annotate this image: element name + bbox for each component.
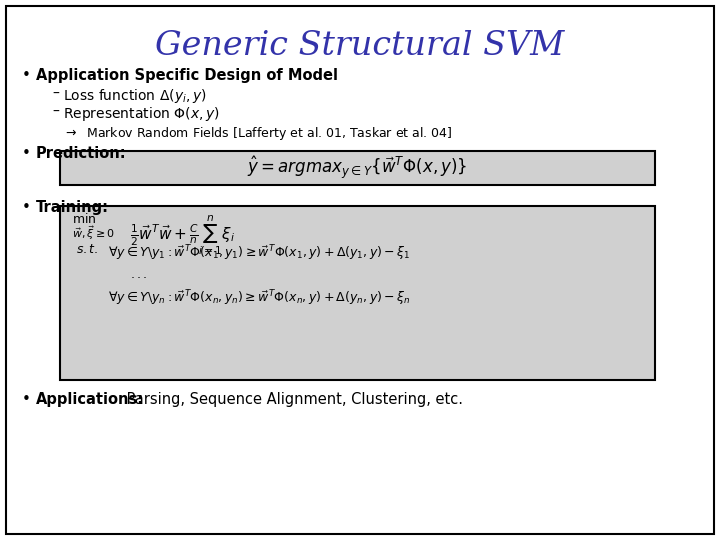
Text: $\vec{w},\vec{\xi}\geq 0$: $\vec{w},\vec{\xi}\geq 0$ <box>72 224 115 242</box>
Text: •: • <box>22 200 31 215</box>
Bar <box>60 151 655 185</box>
Text: Loss function $\Delta(y_i, y)$: Loss function $\Delta(y_i, y)$ <box>63 87 207 105</box>
Text: •: • <box>22 146 31 161</box>
Text: Representation $\Phi(x, y)$: Representation $\Phi(x, y)$ <box>63 105 220 123</box>
Text: $...$: $...$ <box>130 268 148 281</box>
Bar <box>60 206 655 380</box>
Text: –: – <box>52 87 59 101</box>
Text: Application Specific Design of Model: Application Specific Design of Model <box>36 68 338 83</box>
Text: Prediction:: Prediction: <box>36 146 127 161</box>
Text: Training:: Training: <box>36 200 109 215</box>
Text: Parsing, Sequence Alignment, Clustering, etc.: Parsing, Sequence Alignment, Clustering,… <box>122 392 463 407</box>
Text: –: – <box>52 105 59 119</box>
Text: •: • <box>22 392 31 407</box>
Text: Applications:: Applications: <box>36 392 144 407</box>
Text: $\frac{1}{2}\vec{w}^T\vec{w}+\frac{C}{n}\sum_{i=1}^{n}\xi_i$: $\frac{1}{2}\vec{w}^T\vec{w}+\frac{C}{n}… <box>130 214 235 258</box>
Text: $\mathrm{min}$: $\mathrm{min}$ <box>72 212 96 226</box>
Text: $\forall y\in Y\backslash y_n:\vec{w}^T\Phi(x_n,y_n)\geq\vec{w}^T\Phi(x_n,y)+\De: $\forall y\in Y\backslash y_n:\vec{w}^T\… <box>108 288 410 308</box>
Text: $s.t.$: $s.t.$ <box>76 243 99 256</box>
Text: $\hat{y}=argmax_{y\in Y}\{\vec{w}^T\Phi(x,y)\}$: $\hat{y}=argmax_{y\in Y}\{\vec{w}^T\Phi(… <box>247 154 467 181</box>
Text: $\rightarrow$  Markov Random Fields [Lafferty et al. 01, Taskar et al. 04]: $\rightarrow$ Markov Random Fields [Laff… <box>63 125 452 142</box>
Text: $\forall y\in Y\backslash y_1:\vec{w}^T\Phi(x_1,y_1)\geq\vec{w}^T\Phi(x_1,y)+\De: $\forall y\in Y\backslash y_1:\vec{w}^T\… <box>108 243 410 262</box>
Text: Generic Structural SVM: Generic Structural SVM <box>156 30 564 62</box>
Text: •: • <box>22 68 31 83</box>
